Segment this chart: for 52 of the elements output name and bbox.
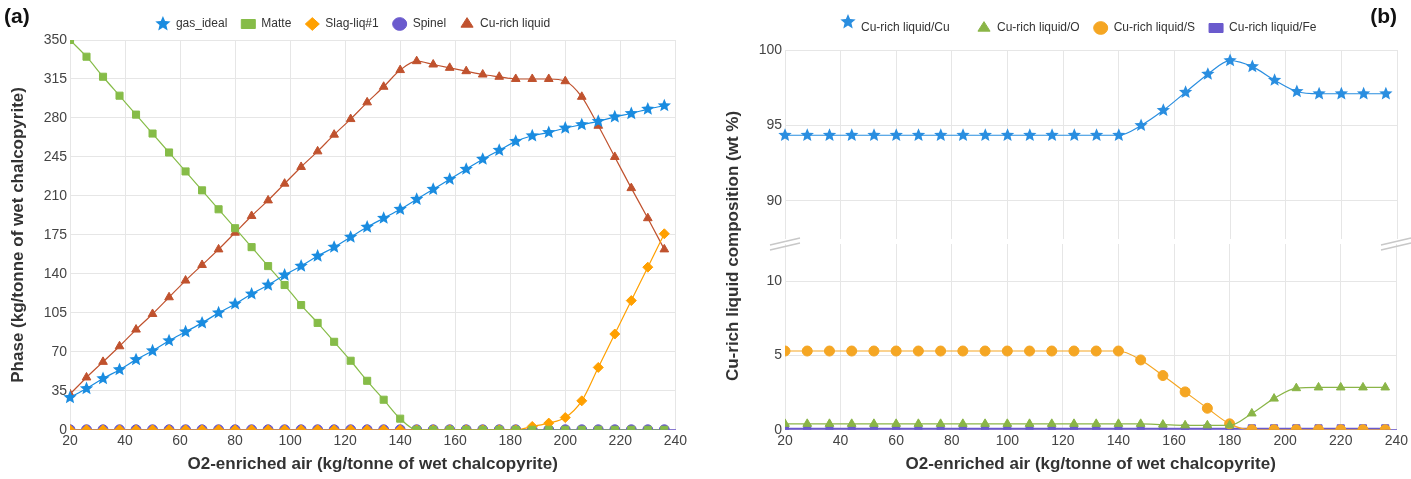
legend-label: Cu-rich liquid/S xyxy=(1113,20,1196,35)
x-axis-title: O2-enriched air (kg/tonne of wet chalcopyrite) xyxy=(905,454,1276,474)
y-tick-label: 245 xyxy=(43,147,68,164)
legend-label: Cu-rich liquid/O xyxy=(997,20,1080,35)
y-axis-title: Phase (kg/tonne of wet chalcopyrite) xyxy=(7,87,27,383)
y-tick-label: 5 xyxy=(774,346,783,363)
x-tick-label: 200 xyxy=(553,432,578,449)
x-tick-label: 220 xyxy=(608,432,633,449)
y-tick-label: 280 xyxy=(43,108,68,125)
x-tick-label: 40 xyxy=(117,432,134,449)
x-tick-label: 120 xyxy=(1051,432,1075,449)
y-tick-label: 95 xyxy=(766,116,783,133)
x-tick-label: 140 xyxy=(1106,432,1131,449)
x-tick-label: 200 xyxy=(1273,432,1298,449)
y-tick-label: 90 xyxy=(766,191,783,208)
legend-label: Matte xyxy=(261,16,292,31)
legend-label: Cu-rich liquid xyxy=(480,16,551,31)
y-tick-label: 10 xyxy=(766,272,783,289)
x-tick-label: 140 xyxy=(388,432,413,449)
x-tick-label: 40 xyxy=(832,432,849,449)
x-tick-label: 160 xyxy=(443,432,468,449)
y-tick-label: 70 xyxy=(51,342,68,359)
x-tick-label: 180 xyxy=(498,432,523,449)
x-tick-label: 100 xyxy=(995,432,1020,449)
legend-label: Spinel xyxy=(412,16,447,31)
x-tick-label: 80 xyxy=(227,432,244,449)
y-tick-label: 35 xyxy=(51,381,68,398)
legend-label: Cu-rich liquid/Fe xyxy=(1229,20,1317,35)
y-tick-label: 350 xyxy=(43,30,68,47)
y-axis-title: Cu-rich liquid composition (wt %) xyxy=(722,110,742,382)
legend-label: gas_ideal xyxy=(175,16,228,31)
x-tick-label: 120 xyxy=(333,432,358,449)
text: (a) xyxy=(4,4,30,28)
x-tick-label: 80 xyxy=(943,432,960,449)
y-tick-label: 210 xyxy=(43,186,68,203)
x-tick-label: 60 xyxy=(888,432,905,449)
x-tick-label: 180 xyxy=(1217,432,1242,449)
legend-label: Cu-rich liquid/Cu xyxy=(861,20,950,35)
y-tick-label: 105 xyxy=(43,303,68,320)
x-tick-label: 220 xyxy=(1329,432,1353,449)
x-tick-label: 100 xyxy=(278,432,303,449)
legend-label: Slag-liq#1 xyxy=(325,16,380,31)
x-axis-title: O2-enriched air (kg/tonne of wet chalcopyrite) xyxy=(187,454,558,474)
x-tick-label: 240 xyxy=(1384,432,1409,449)
text: (b) xyxy=(1370,4,1397,28)
y-tick-label: 175 xyxy=(43,225,68,242)
x-tick-label: 240 xyxy=(663,432,688,449)
x-tick-label: 60 xyxy=(172,432,189,449)
y-tick-label: 100 xyxy=(758,40,783,57)
y-tick-label: 315 xyxy=(43,69,68,86)
x-tick-label: 160 xyxy=(1162,432,1186,449)
y-tick-label: 140 xyxy=(43,264,68,281)
